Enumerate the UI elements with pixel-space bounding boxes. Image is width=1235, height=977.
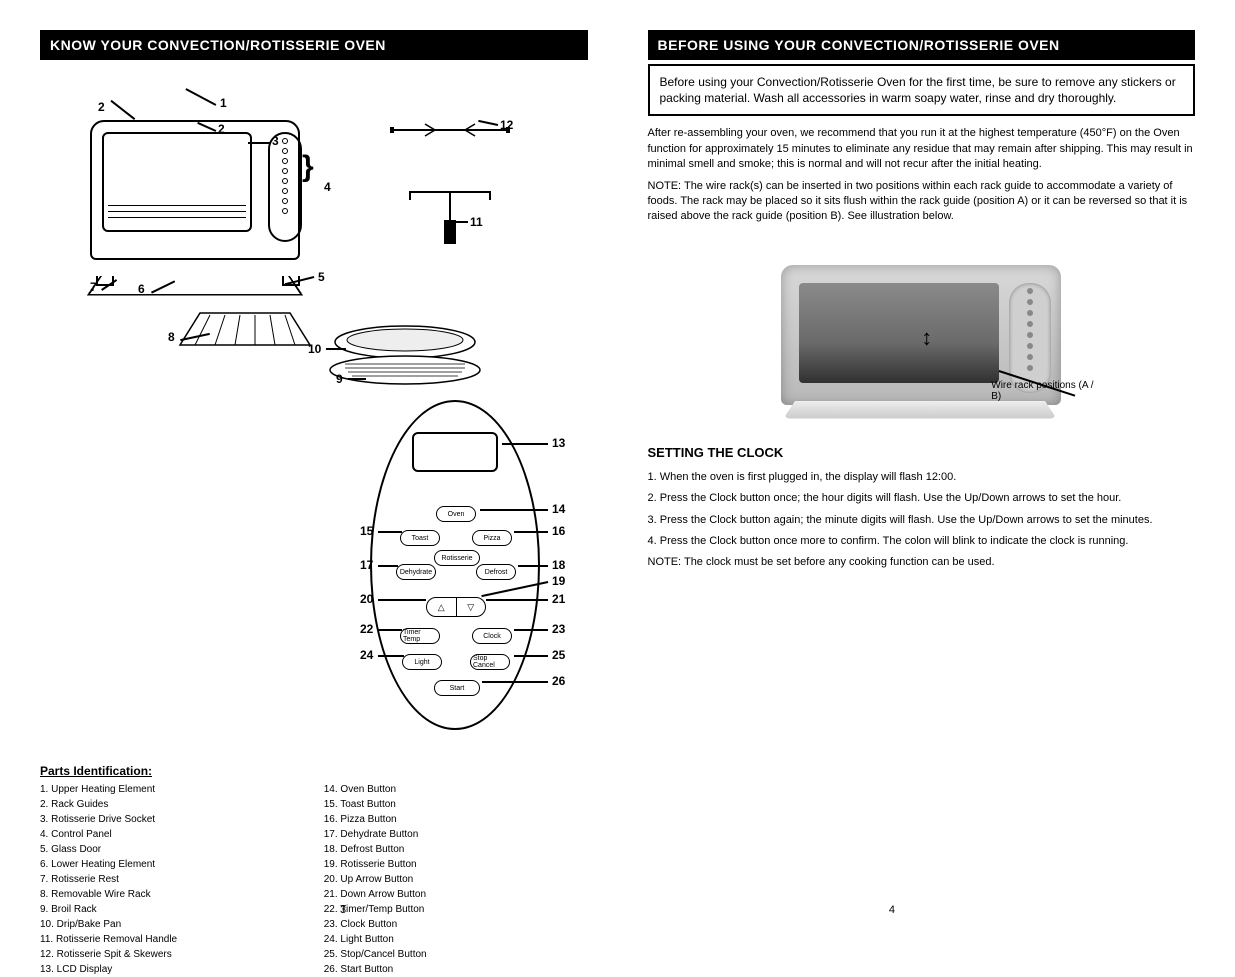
- callout-20: 20: [360, 592, 373, 606]
- oven-photo: ↕ Wire rack positions (A / B): [751, 245, 1091, 425]
- callout-5: 5: [318, 270, 325, 284]
- callout-18: 18: [552, 558, 565, 572]
- wire-rack-icon: [170, 305, 320, 355]
- dehydrate-button: Dehydrate: [396, 564, 436, 580]
- oven-button: Oven: [436, 506, 476, 522]
- toast-button: Toast: [400, 530, 440, 546]
- parts-heading: Parts Identification:: [40, 764, 588, 778]
- part-item: 10. Drip/Bake Pan: [40, 917, 304, 932]
- callout-10: 10: [308, 342, 321, 356]
- callout-11: 11: [470, 215, 483, 229]
- part-item: 20. Up Arrow Button: [324, 872, 588, 887]
- callout-3: 3: [272, 134, 279, 148]
- part-item: 26. Start Button: [324, 962, 588, 977]
- callout-21: 21: [552, 592, 565, 606]
- part-item: 14. Oven Button: [324, 782, 588, 797]
- stop-button: Stop Cancel: [470, 654, 510, 670]
- callout-17: 17: [360, 558, 373, 572]
- left-header-bar: KNOW YOUR CONVECTION/ROTISSERIE OVEN: [40, 30, 588, 60]
- part-item: 8. Removable Wire Rack: [40, 887, 304, 902]
- part-item: 4. Control Panel: [40, 827, 304, 842]
- callout-22: 22: [360, 622, 373, 636]
- parts-list: 1. Upper Heating Element 2. Rack Guides …: [40, 782, 588, 977]
- clock-step: 3. Press the Clock button again; the min…: [648, 513, 1196, 528]
- part-item: 24. Light Button: [324, 932, 588, 947]
- part-item: 18. Defrost Button: [324, 842, 588, 857]
- before-use-text: Before using your Convection/Rotisserie …: [660, 75, 1176, 105]
- callout-2b: 2: [218, 122, 225, 136]
- start-button: Start: [434, 680, 480, 696]
- callout-14: 14: [552, 502, 565, 516]
- up-arrow-icon: △: [427, 598, 457, 616]
- rotisserie-button: Rotisserie: [434, 550, 480, 566]
- callout-8: 8: [168, 330, 175, 344]
- part-item: 17. Dehydrate Button: [324, 827, 588, 842]
- clock-button: Clock: [472, 628, 512, 644]
- part-item: 12. Rotisserie Spit & Skewers: [40, 947, 304, 962]
- part-item: 22. Timer/Temp Button: [324, 902, 588, 917]
- updown-arrow-icon: ↕: [921, 325, 932, 351]
- clock-step: NOTE: The clock must be set before any c…: [648, 555, 1196, 570]
- clock-heading: SETTING THE CLOCK: [648, 445, 1196, 460]
- part-item: 7. Rotisserie Rest: [40, 872, 304, 887]
- lcd-icon: [412, 432, 498, 472]
- right-header-bar: BEFORE USING YOUR CONVECTION/ROTISSERIE …: [648, 30, 1196, 60]
- callout-26: 26: [552, 674, 565, 688]
- part-item: 19. Rotisserie Button: [324, 857, 588, 872]
- clock-body: 1. When the oven is first plugged in, th…: [648, 470, 1196, 571]
- callout-13: 13: [552, 436, 565, 450]
- callout-19: 19: [552, 574, 565, 588]
- callout-25: 25: [552, 648, 565, 662]
- control-panel-diagram: Oven Toast Pizza Rotisserie Dehydrate De…: [40, 390, 588, 750]
- callout-12: 12: [500, 118, 513, 132]
- right-column: BEFORE USING YOUR CONVECTION/ROTISSERIE …: [648, 30, 1196, 924]
- pizza-button: Pizza: [472, 530, 512, 546]
- part-item: 3. Rotisserie Drive Socket: [40, 812, 304, 827]
- callout-2a: 2: [98, 100, 105, 114]
- callout-7: 7: [90, 280, 97, 294]
- callout-23: 23: [552, 622, 565, 636]
- before-use-body: After re-assembling your oven, we recomm…: [648, 126, 1196, 224]
- photo-caption: Wire rack positions (A / B): [991, 380, 1101, 402]
- part-item: 23. Clock Button: [324, 917, 588, 932]
- callout-24: 24: [360, 648, 373, 662]
- clock-step: 2. Press the Clock button once; the hour…: [648, 491, 1196, 506]
- part-item: 9. Broil Rack: [40, 902, 304, 917]
- part-item: 13. LCD Display: [40, 962, 304, 977]
- callout-16: 16: [552, 524, 565, 538]
- part-item: 6. Lower Heating Element: [40, 857, 304, 872]
- before-use-box: Before using your Convection/Rotisserie …: [648, 64, 1196, 116]
- clock-step: 4. Press the Clock button once more to c…: [648, 534, 1196, 549]
- part-item: 1. Upper Heating Element: [40, 782, 304, 797]
- body-para: NOTE: The wire rack(s) can be inserted i…: [648, 179, 1196, 225]
- body-para: After re-assembling your oven, we recomm…: [648, 126, 1196, 172]
- defrost-button: Defrost: [476, 564, 516, 580]
- tray-stack-icon: [320, 320, 490, 390]
- part-item: 15. Toast Button: [324, 797, 588, 812]
- page: KNOW YOUR CONVECTION/ROTISSERIE OVEN: [0, 0, 1235, 954]
- handle-icon: [400, 190, 500, 250]
- callout-1: 1: [220, 96, 227, 110]
- part-item: 25. Stop/Cancel Button: [324, 947, 588, 962]
- page-number-left: 3: [340, 904, 346, 916]
- part-item: 2. Rack Guides: [40, 797, 304, 812]
- page-number-right: 4: [889, 904, 895, 916]
- right-header-text: BEFORE USING YOUR CONVECTION/ROTISSERIE …: [658, 37, 1060, 53]
- callout-9: 9: [336, 372, 343, 386]
- callout-15: 15: [360, 524, 373, 538]
- down-arrow-icon: ▽: [457, 598, 486, 616]
- left-header-text: KNOW YOUR CONVECTION/ROTISSERIE OVEN: [50, 37, 386, 53]
- oven-diagram: 1 2 2 3 4} 5 6 7 8 9 10 11 12: [40, 70, 588, 370]
- part-item: 5. Glass Door: [40, 842, 304, 857]
- arrow-buttons: △ ▽: [426, 597, 486, 617]
- clock-step: 1. When the oven is first plugged in, th…: [648, 470, 1196, 485]
- part-item: 21. Down Arrow Button: [324, 887, 588, 902]
- part-item: 11. Rotisserie Removal Handle: [40, 932, 304, 947]
- left-column: KNOW YOUR CONVECTION/ROTISSERIE OVEN: [40, 30, 588, 924]
- timer-button: Timer Temp: [400, 628, 440, 644]
- callout-4: 4}: [324, 180, 331, 194]
- light-button: Light: [402, 654, 442, 670]
- part-item: 16. Pizza Button: [324, 812, 588, 827]
- callout-6: 6: [138, 282, 145, 296]
